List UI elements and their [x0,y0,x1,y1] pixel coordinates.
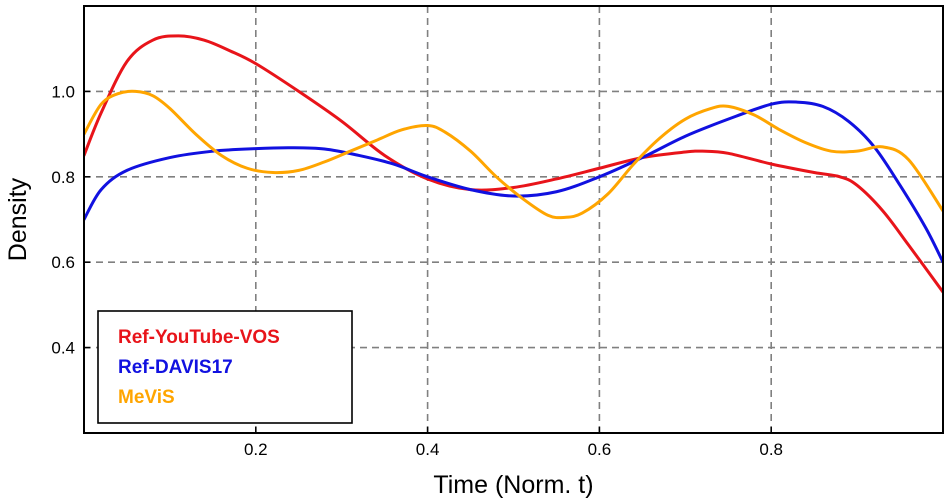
x-tick-label: 0.4 [416,440,440,459]
series-lines [84,34,943,294]
series-line-ref-youtube-vos [84,34,943,294]
legend-entry: Ref-DAVIS17 [118,357,233,378]
axis-ticks: 0.2 0.4 0.6 0.8 0.4 0.6 0.8 1.0 [51,82,783,459]
x-axis-title: Time (Norm. t) [433,471,593,499]
plot-frame [83,5,944,434]
series-line-ref-davis17 [84,100,943,264]
legend-entry: MeViS [118,387,175,408]
legend-entry: Ref-YouTube-VOS [118,327,280,348]
legend: Ref-YouTube-VOS Ref-DAVIS17 MeViS [97,310,353,424]
x-tick-label: 0.2 [244,440,268,459]
y-tick-label: 0.6 [51,253,75,272]
y-tick-label: 0.8 [51,168,75,187]
x-tick-label: 0.8 [759,440,783,459]
y-tick-label: 1.0 [51,82,75,101]
series-line-mevis [84,89,943,220]
legend-box [97,310,353,424]
x-tick-label: 0.6 [588,440,612,459]
y-axis-title: Density [4,177,32,261]
y-tick-label: 0.4 [51,339,75,358]
